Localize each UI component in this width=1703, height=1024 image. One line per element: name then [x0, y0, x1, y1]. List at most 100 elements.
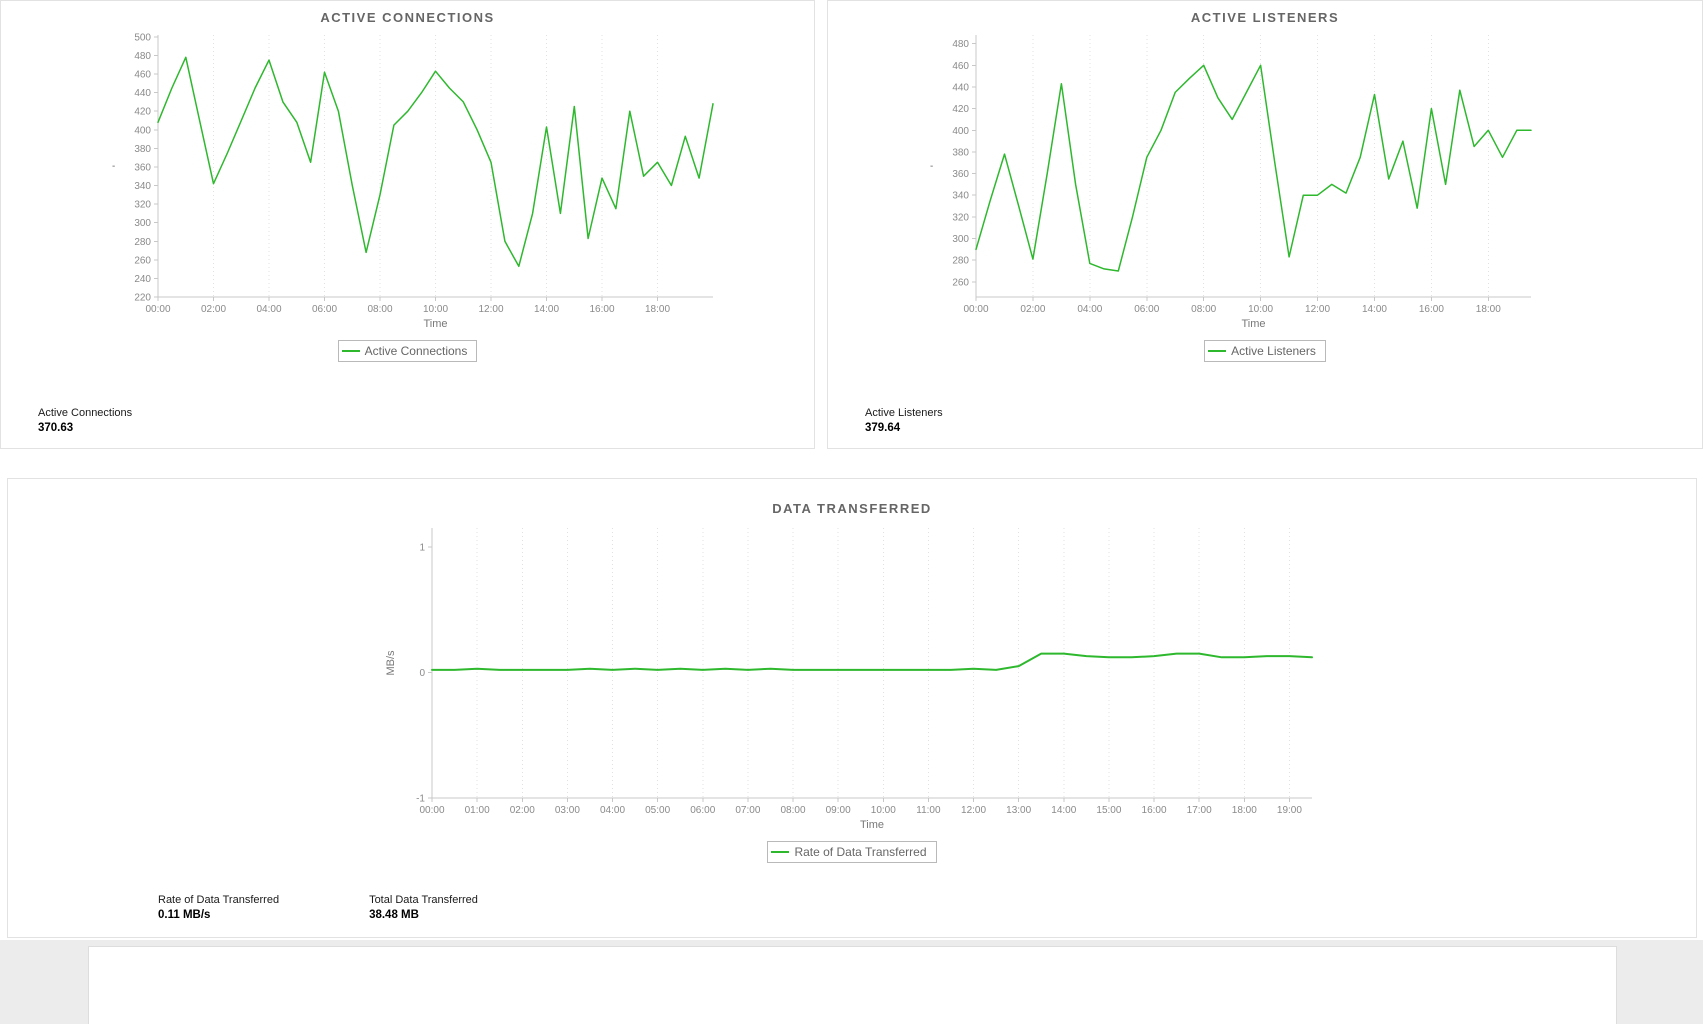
data-transferred-chart: -1 0 1 00:00 01:00 02:00 03:00 04:00 05:00 06:00 0… [385, 528, 1313, 831]
svg-text:300: 300 [134, 218, 151, 229]
svg-text:14:00: 14:00 [1362, 304, 1387, 315]
svg-text:320: 320 [134, 200, 151, 211]
svg-text:00:00: 00:00 [963, 304, 988, 315]
svg-text:08:00: 08:00 [367, 304, 392, 315]
svg-text:08:00: 08:00 [781, 805, 806, 816]
svg-text:15:00: 15:00 [1096, 805, 1121, 816]
svg-text:Time: Time [860, 819, 884, 831]
svg-text:280: 280 [952, 256, 969, 267]
svg-text:1: 1 [419, 542, 425, 553]
chart-title-data-transferred: DATA TRANSFERRED [772, 501, 932, 516]
stat-rate-of-data-transferred: Rate of Data Transferred 0.11 MB/s [158, 894, 279, 921]
svg-text:17:00: 17:00 [1187, 805, 1212, 816]
svg-text:18:00: 18:00 [1476, 304, 1501, 315]
stat-value: 38.48 MB [369, 909, 419, 921]
svg-text:04:00: 04:00 [600, 805, 625, 816]
svg-text:220: 220 [134, 293, 151, 304]
legend-line-swatch [771, 851, 790, 853]
stat-label: Active Listeners [865, 407, 943, 419]
svg-text:18:00: 18:00 [644, 304, 669, 315]
stat-value: 379.64 [865, 422, 901, 434]
panel-data-transferred: DATA TRANSFERRED -1 0 1 00:00 01:00 02:00 03:0… [7, 478, 1697, 938]
chart-title-active-connections: ACTIVE CONNECTIONS [320, 10, 495, 25]
svg-text:360: 360 [134, 162, 151, 173]
svg-text:420: 420 [952, 104, 969, 115]
svg-text:12:00: 12:00 [961, 805, 986, 816]
svg-text:300: 300 [952, 234, 969, 245]
svg-text:480: 480 [134, 51, 151, 62]
svg-text:440: 440 [952, 82, 969, 93]
legend-label: Active Listeners [1231, 344, 1316, 358]
svg-text:05:00: 05:00 [645, 805, 670, 816]
active-connections-chart: 220 240 260 280 300 320 340 360 380 400 420 440 460 4… [111, 32, 714, 330]
legend-label: Rate of Data Transferred [794, 845, 927, 859]
panel-active-connections: ACTIVE CONNECTIONS 220 240 260 280 300 320 340… [0, 0, 815, 449]
svg-text:500: 500 [134, 32, 151, 43]
stats-active-connections: Active Connections 370.63 [38, 407, 132, 434]
stat-value: 0.11 MB/s [158, 909, 211, 921]
svg-text:09:00: 09:00 [826, 805, 851, 816]
svg-text:380: 380 [952, 147, 969, 158]
legend-line-swatch [341, 350, 360, 352]
svg-text:260: 260 [952, 277, 969, 288]
svg-text:420: 420 [134, 107, 151, 118]
svg-text:400: 400 [134, 125, 151, 136]
svg-text:08:00: 08:00 [1191, 304, 1216, 315]
svg-text:480: 480 [952, 39, 969, 50]
svg-text:06:00: 06:00 [690, 805, 715, 816]
svg-text:MB/s: MB/s [385, 650, 397, 676]
svg-text:02:00: 02:00 [1020, 304, 1045, 315]
svg-text:400: 400 [952, 126, 969, 137]
legend-label: Active Connections [364, 344, 468, 358]
top-row: ACTIVE CONNECTIONS 220 240 260 280 300 320 340… [0, 0, 1703, 449]
svg-text:Time: Time [1241, 318, 1265, 330]
svg-text:16:00: 16:00 [1142, 805, 1167, 816]
svg-text:260: 260 [134, 255, 151, 266]
svg-text:380: 380 [134, 144, 151, 155]
svg-text:320: 320 [952, 212, 969, 223]
svg-text:06:00: 06:00 [311, 304, 336, 315]
legend-active-listeners[interactable]: Active Listeners [1204, 340, 1326, 362]
svg-text:13:00: 13:00 [1006, 805, 1031, 816]
stat-label: Rate of Data Transferred [158, 894, 280, 906]
svg-text:11:00: 11:00 [916, 805, 941, 816]
stat-active-connections: Active Connections 370.63 [38, 407, 132, 434]
svg-text:03:00: 03:00 [555, 805, 580, 816]
svg-text:18:00: 18:00 [1232, 805, 1257, 816]
svg-text:19:00: 19:00 [1277, 805, 1302, 816]
svg-text:16:00: 16:00 [589, 304, 614, 315]
stats-data-transferred: Rate of Data Transferred 0.11 MB/s Total… [158, 894, 478, 921]
svg-text:-1: -1 [416, 794, 425, 805]
svg-text:': ' [929, 165, 941, 167]
svg-text:00:00: 00:00 [419, 805, 444, 816]
svg-text:12:00: 12:00 [1305, 304, 1330, 315]
svg-text:10:00: 10:00 [422, 304, 447, 315]
stats-active-listeners: Active Listeners 379.64 [865, 407, 943, 434]
legend-data-transferred[interactable]: Rate of Data Transferred [767, 841, 937, 863]
svg-text:Time: Time [423, 318, 447, 330]
svg-text:460: 460 [134, 70, 151, 81]
svg-text:14:00: 14:00 [533, 304, 558, 315]
svg-text:0: 0 [419, 668, 425, 679]
stat-total-data-transferred: Total Data Transferred 38.48 MB [369, 894, 478, 921]
panel-active-listeners: ACTIVE LISTENERS 260 280 300 320 340 360 380 40… [827, 0, 1703, 449]
legend-active-connections[interactable]: Active Connections [337, 340, 478, 362]
svg-text:440: 440 [134, 88, 151, 99]
svg-text:02:00: 02:00 [510, 805, 535, 816]
svg-text:04:00: 04:00 [256, 304, 281, 315]
svg-text:06:00: 06:00 [1134, 304, 1159, 315]
svg-text:280: 280 [134, 237, 151, 248]
svg-text:07:00: 07:00 [735, 805, 760, 816]
svg-text:10:00: 10:00 [1248, 304, 1273, 315]
stat-value: 370.63 [38, 422, 74, 434]
svg-text:340: 340 [952, 191, 969, 202]
svg-text:340: 340 [134, 181, 151, 192]
chart-title-active-listeners: ACTIVE LISTENERS [1190, 10, 1340, 25]
stat-label: Active Connections [38, 407, 133, 419]
svg-text:10:00: 10:00 [871, 805, 896, 816]
footer-strip [0, 940, 1703, 1024]
svg-text:14:00: 14:00 [1051, 805, 1076, 816]
svg-text:01:00: 01:00 [465, 805, 490, 816]
svg-text:': ' [111, 165, 123, 167]
svg-text:240: 240 [134, 274, 151, 285]
